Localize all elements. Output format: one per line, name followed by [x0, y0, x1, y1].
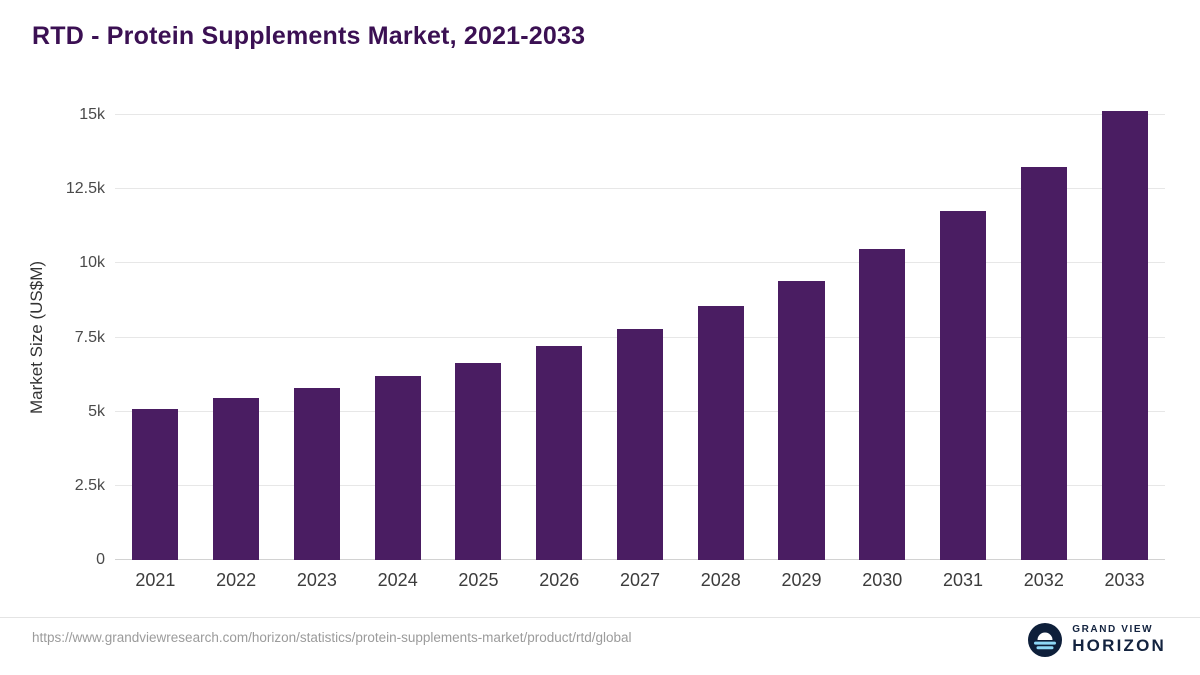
x-tick-label-2025: 2025	[458, 570, 499, 590]
bar-2029	[778, 281, 825, 560]
brand-logo: GRAND VIEW HORIZON	[1028, 623, 1166, 657]
bar-2027	[616, 328, 663, 560]
plot-area	[115, 110, 1165, 560]
bar-2032	[1020, 166, 1067, 560]
gridline	[115, 188, 1165, 190]
x-axis-labels: 2021 2022 2023 2024 2025 2026 2027 2028 2029 2030…	[115, 570, 1165, 591]
bar-slot	[600, 115, 681, 560]
horizon-logo-icon	[1028, 623, 1063, 657]
bar-slot	[1003, 115, 1084, 560]
brand-line1: GRAND VIEW	[1072, 624, 1154, 636]
y-tick-label: 7.5k	[74, 328, 105, 346]
bar-2021	[132, 408, 179, 560]
x-tick-label-2033: 2033	[1104, 570, 1145, 590]
x-tick-label-2021: 2021	[135, 570, 176, 590]
bar-slot	[761, 115, 842, 560]
y-tick-label: 2.5k	[74, 476, 105, 494]
bar-2033	[1101, 110, 1148, 560]
x-tick-label-2022: 2022	[216, 570, 257, 590]
bar-slot	[357, 115, 438, 560]
bar-slot	[115, 115, 196, 560]
bar-2025	[455, 362, 502, 560]
x-tick-label-2023: 2023	[296, 570, 337, 590]
gridline	[115, 114, 1165, 115]
bar-2031	[940, 211, 987, 560]
y-tick-label: 5k	[88, 402, 105, 420]
bar-series	[115, 110, 1165, 560]
bar-2030	[859, 248, 906, 560]
y-tick-label: 0	[96, 551, 105, 568]
x-tick-label-2029: 2029	[781, 570, 822, 590]
y-tick-label: 15k	[79, 106, 105, 123]
bar-2024	[374, 376, 421, 560]
bar-slot	[680, 115, 761, 560]
brand-text: GRAND VIEW HORIZON	[1072, 624, 1166, 655]
bar-slot	[1084, 110, 1165, 560]
x-tick-label-2027: 2027	[619, 570, 660, 590]
x-tick-label-2028: 2028	[700, 570, 741, 590]
footer-divider	[0, 617, 1200, 618]
bar-slot	[277, 115, 358, 560]
bar-slot	[519, 115, 600, 560]
gridline	[115, 262, 1165, 264]
x-tick-label-2031: 2031	[943, 570, 984, 590]
bar-2026	[536, 346, 583, 560]
y-axis-ticks: 0 2.5k 5k 7.5k 10k 12.5k 15k	[40, 107, 105, 568]
source-url: https://www.grandviewresearch.com/horizo…	[32, 630, 632, 645]
x-tick-label-2030: 2030	[862, 570, 903, 590]
chart-title: RTD - Protein Supplements Market, 2021-2…	[32, 22, 586, 50]
y-tick-label: 10k	[79, 254, 105, 272]
bar-2028	[697, 306, 744, 560]
bar-2022	[213, 398, 260, 560]
bar-slot	[438, 115, 519, 560]
y-tick-label: 12.5k	[65, 180, 105, 198]
bar-slot	[842, 115, 923, 560]
bar-slot	[923, 115, 1004, 560]
x-tick-label-2024: 2024	[377, 570, 418, 590]
bar-2023	[293, 387, 340, 560]
x-tick-label-2026: 2026	[539, 570, 580, 590]
brand-line2: HORIZON	[1072, 635, 1166, 655]
x-tick-label-2032: 2032	[1023, 570, 1064, 590]
bar-slot	[196, 115, 277, 560]
